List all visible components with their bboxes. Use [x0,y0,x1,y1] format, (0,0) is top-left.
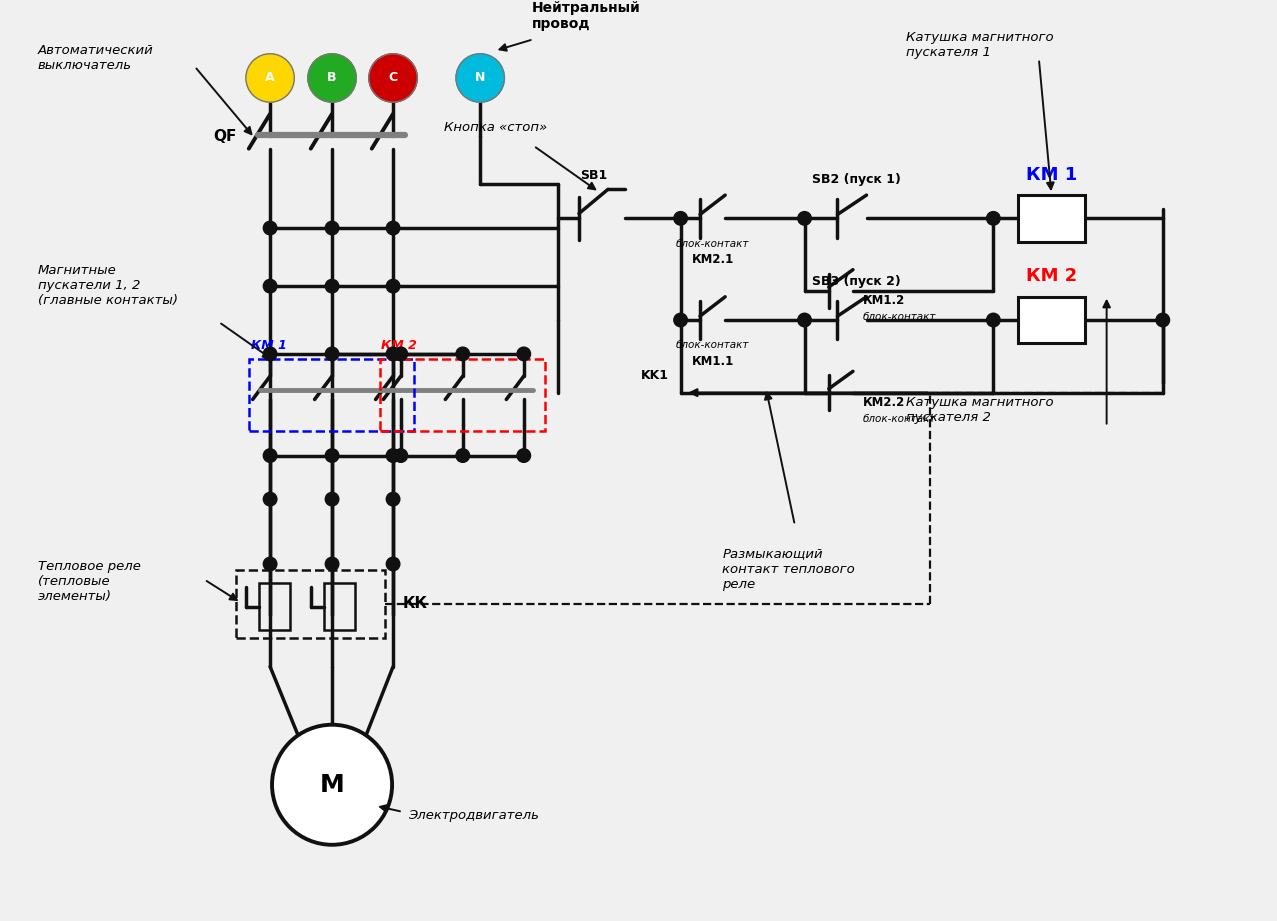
Circle shape [272,725,392,845]
Text: B: B [327,72,337,85]
Text: Катушка магнитного
пускателя 1: Катушка магнитного пускателя 1 [907,31,1054,60]
Text: КМ 1: КМ 1 [250,339,286,352]
Text: C: C [388,72,397,85]
Text: Тепловое реле
(тепловые
элементы): Тепловое реле (тепловые элементы) [38,560,140,603]
Text: КМ 1: КМ 1 [1025,166,1077,184]
Circle shape [326,221,338,235]
Text: Автоматический
выключатель: Автоматический выключатель [38,44,153,72]
Circle shape [386,449,400,462]
Text: SB2 (пуск 1): SB2 (пуск 1) [812,173,902,186]
Circle shape [386,493,400,506]
Circle shape [263,449,277,462]
Circle shape [798,212,811,225]
Bar [1018,195,1085,241]
Bar [259,583,290,630]
Text: KK1: KK1 [641,368,668,381]
Circle shape [456,347,470,361]
Circle shape [326,493,338,506]
Text: Размыкающий
контакт теплового
реле: Размыкающий контакт теплового реле [723,548,856,590]
Text: блок-контакт: блок-контакт [676,340,750,350]
Text: КМ 2: КМ 2 [1025,267,1077,286]
Bar [1018,297,1085,344]
Bar [249,359,414,431]
Text: КМ1.2: КМ1.2 [863,294,905,307]
Text: КК: КК [402,596,428,612]
Circle shape [386,347,400,361]
Text: Кнопка «стоп»: Кнопка «стоп» [444,122,548,134]
Circle shape [987,313,1000,327]
Circle shape [326,347,338,361]
Circle shape [456,53,504,102]
Text: Магнитные
пускатели 1, 2
(главные контакты): Магнитные пускатели 1, 2 (главные контак… [38,263,178,307]
Circle shape [326,449,338,462]
Circle shape [326,557,338,571]
Circle shape [263,347,277,361]
Text: QF: QF [213,129,236,144]
Circle shape [263,279,277,293]
Text: блок-контакт: блок-контакт [863,414,936,424]
Circle shape [517,449,530,462]
Circle shape [1156,313,1170,327]
Circle shape [456,449,470,462]
Text: блок-контакт: блок-контакт [676,239,750,249]
Text: блок-контакт: блок-контакт [863,312,936,322]
Circle shape [369,53,418,102]
Text: SB3 (пуск 2): SB3 (пуск 2) [812,274,902,287]
Circle shape [395,347,407,361]
Circle shape [326,279,338,293]
Circle shape [395,449,407,462]
Circle shape [674,313,687,327]
Text: М: М [319,773,345,797]
Circle shape [987,212,1000,225]
Text: КМ1.1: КМ1.1 [691,356,734,368]
Text: A: A [266,72,275,85]
Circle shape [386,279,400,293]
Text: N: N [475,72,485,85]
Text: SB1: SB1 [580,169,607,182]
Circle shape [263,493,277,506]
Bar [324,583,355,630]
Circle shape [674,212,687,225]
Circle shape [386,557,400,571]
Circle shape [263,557,277,571]
Bar [236,570,386,637]
Circle shape [263,221,277,235]
Circle shape [246,53,294,102]
Circle shape [308,53,356,102]
Bar [379,359,545,431]
Text: КМ2.2: КМ2.2 [863,396,905,409]
Text: Электродвигатель: Электродвигатель [407,810,539,822]
Text: Катушка магнитного
пускателя 2: Катушка магнитного пускателя 2 [907,395,1054,424]
Text: КМ2.1: КМ2.1 [691,253,734,266]
Text: КМ 2: КМ 2 [382,339,418,352]
Circle shape [798,313,811,327]
Circle shape [517,347,530,361]
Text: Нейтральный
провод: Нейтральный провод [531,1,640,31]
Circle shape [386,221,400,235]
